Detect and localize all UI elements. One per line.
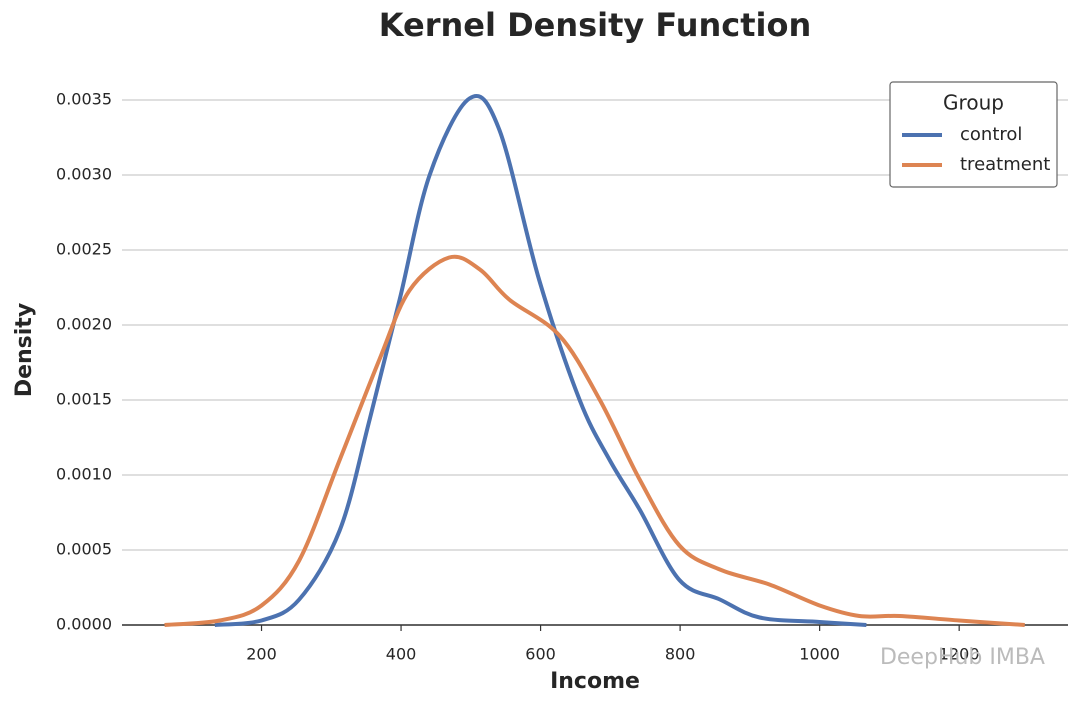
chart-title: Kernel Density Function [379, 6, 812, 44]
x-tick-label: 1000 [799, 645, 840, 664]
y-tick-label: 0.0020 [56, 315, 112, 334]
legend-title: Group [943, 91, 1004, 115]
y-tick-label: 0.0030 [56, 165, 112, 184]
y-tick-label: 0.0005 [56, 540, 112, 559]
legend-box [889, 81, 1058, 188]
x-tick-label: 400 [386, 645, 417, 664]
legend-label: treatment [960, 154, 1050, 175]
legend: Group control treatment [889, 81, 1058, 188]
x-tick-label: 1200 [939, 645, 980, 664]
y-tick-label: 0.0035 [56, 90, 112, 109]
legend-label: control [960, 124, 1022, 145]
y-axis-label: Density [12, 303, 37, 397]
y-tick-label: 0.0010 [56, 465, 112, 484]
density-line [164, 254, 1025, 627]
x-axis-label: Income [550, 669, 640, 694]
y-tick-label: 0.0025 [56, 240, 112, 259]
y-tick-label: 0.0000 [56, 615, 112, 634]
x-tick-label: 600 [525, 645, 556, 664]
watermark: DeepHub IMBA [880, 645, 1045, 670]
x-tick-label: 200 [246, 645, 277, 664]
x-tick-label: 800 [665, 645, 696, 664]
y-tick-label: 0.0015 [56, 390, 112, 409]
density-line [214, 94, 867, 627]
